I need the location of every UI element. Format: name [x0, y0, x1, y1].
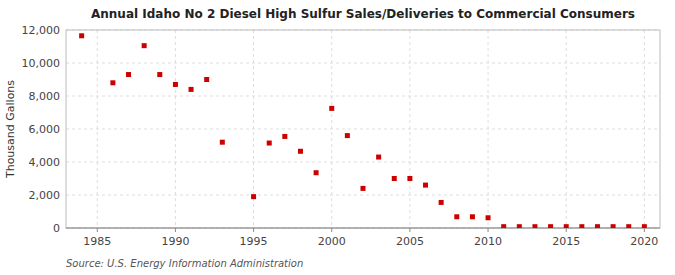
points: [79, 33, 647, 228]
x-tick-label: 2010: [474, 235, 502, 248]
point: [392, 176, 397, 181]
point: [298, 149, 303, 154]
x-grid-line: [566, 30, 567, 228]
point: [454, 214, 459, 219]
point: [626, 224, 631, 228]
point: [126, 72, 131, 77]
x-tick: [331, 228, 332, 232]
point: [407, 176, 412, 181]
point: [548, 224, 553, 228]
y-tick-label: 2,000: [29, 189, 61, 202]
point: [470, 214, 475, 219]
point: [251, 194, 256, 199]
y-grid-line: [66, 63, 660, 64]
chart-container: Annual Idaho No 2 Diesel High Sulfur Sal…: [0, 0, 675, 275]
chart-svg: Annual Idaho No 2 Diesel High Sulfur Sal…: [0, 0, 675, 275]
y-axis-label: Thousand Gallons: [4, 80, 17, 179]
y-tick-label: 4,000: [29, 156, 61, 169]
point: [595, 224, 600, 228]
point: [282, 134, 287, 139]
source: Source: U.S. Energy Information Administ…: [66, 258, 303, 269]
x-tick: [97, 228, 98, 232]
x-grid-line: [97, 30, 98, 228]
x-tick: [175, 228, 176, 232]
x-tick: [566, 228, 567, 232]
plot-frame: [66, 30, 660, 228]
point: [314, 170, 319, 175]
x-grid-line: [409, 30, 410, 228]
x-tick-label: 2005: [396, 235, 424, 248]
x-grid-line: [644, 30, 645, 228]
point: [486, 215, 491, 220]
x-tick-label: 1995: [240, 235, 268, 248]
x-tick: [488, 228, 489, 232]
y-tick-label: 0: [53, 222, 60, 235]
point: [173, 82, 178, 87]
y-grid-line: [66, 162, 660, 163]
x-grid-line: [331, 30, 332, 228]
point: [376, 155, 381, 160]
y-tick-label: 8,000: [29, 90, 61, 103]
point: [642, 224, 647, 228]
point: [110, 80, 115, 85]
point: [345, 133, 350, 138]
point: [361, 186, 366, 191]
point: [329, 106, 334, 111]
x-tick-label: 2000: [318, 235, 346, 248]
x-tick: [409, 228, 410, 232]
point: [189, 87, 194, 92]
point: [501, 224, 506, 228]
x-tick-label: 1985: [83, 235, 111, 248]
point: [142, 43, 147, 48]
point: [423, 183, 428, 188]
x-tick: [253, 228, 254, 232]
x-tick-label: 2015: [552, 235, 580, 248]
y-tick-label: 10,000: [22, 57, 61, 70]
axes: 0 2,000 4,000 6,000 8,000 10,000 12,000 1985 199…: [22, 24, 661, 248]
point: [611, 224, 616, 228]
grid: [66, 30, 660, 228]
y-grid-line: [66, 228, 660, 229]
y-grid-line: [66, 129, 660, 130]
point: [532, 224, 537, 228]
point: [220, 140, 225, 145]
y-tick-label: 6,000: [29, 123, 61, 136]
x-tick-label: 1990: [161, 235, 189, 248]
point: [79, 33, 84, 38]
x-tick-label: 2020: [630, 235, 658, 248]
x-tick: [644, 228, 645, 232]
point: [579, 224, 584, 228]
point: [204, 77, 209, 82]
y-grid-line: [66, 96, 660, 97]
x-axis-line: [66, 228, 660, 229]
point: [564, 224, 569, 228]
title: Annual Idaho No 2 Diesel High Sulfur Sal…: [91, 7, 635, 21]
x-grid-line: [175, 30, 176, 228]
y-grid-line: [66, 195, 660, 196]
x-grid-line: [488, 30, 489, 228]
point: [157, 72, 162, 77]
point: [517, 224, 522, 228]
point: [439, 200, 444, 205]
point: [267, 141, 272, 146]
y-tick-label: 12,000: [22, 24, 61, 37]
